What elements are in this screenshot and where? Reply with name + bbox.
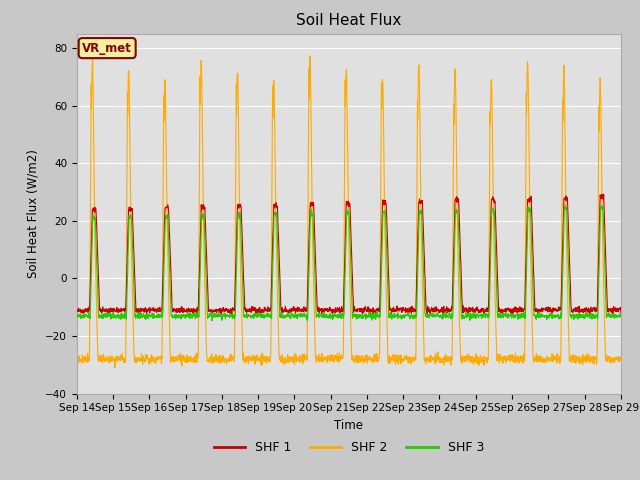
Text: VR_met: VR_met — [82, 42, 132, 55]
Title: Soil Heat Flux: Soil Heat Flux — [296, 13, 401, 28]
Legend: SHF 1, SHF 2, SHF 3: SHF 1, SHF 2, SHF 3 — [209, 436, 489, 459]
X-axis label: Time: Time — [334, 419, 364, 432]
Y-axis label: Soil Heat Flux (W/m2): Soil Heat Flux (W/m2) — [27, 149, 40, 278]
